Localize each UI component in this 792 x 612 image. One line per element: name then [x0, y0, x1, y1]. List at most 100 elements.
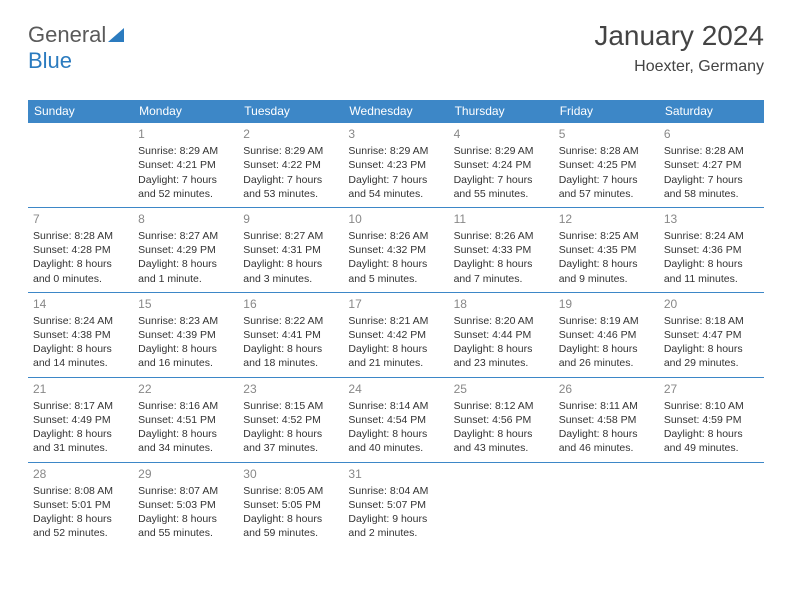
calendar-week-row: 7Sunrise: 8:28 AMSunset: 4:28 PMDaylight…	[28, 207, 764, 292]
sunset-text: Sunset: 4:32 PM	[348, 243, 443, 257]
sunset-text: Sunset: 5:01 PM	[33, 498, 128, 512]
day-number: 18	[454, 296, 549, 312]
sunset-text: Sunset: 4:38 PM	[33, 328, 128, 342]
sunset-text: Sunset: 4:58 PM	[559, 413, 654, 427]
calendar-header-row: SundayMondayTuesdayWednesdayThursdayFrid…	[28, 100, 764, 123]
day-number: 26	[559, 381, 654, 397]
calendar-day-cell: 22Sunrise: 8:16 AMSunset: 4:51 PMDayligh…	[133, 377, 238, 462]
sunrise-text: Sunrise: 8:27 AM	[138, 229, 233, 243]
daylight-text: Daylight: 8 hours and 59 minutes.	[243, 512, 338, 540]
sunset-text: Sunset: 4:46 PM	[559, 328, 654, 342]
sunset-text: Sunset: 4:23 PM	[348, 158, 443, 172]
calendar-empty-cell	[449, 462, 554, 546]
daylight-text: Daylight: 7 hours and 52 minutes.	[138, 173, 233, 201]
calendar-day-cell: 26Sunrise: 8:11 AMSunset: 4:58 PMDayligh…	[554, 377, 659, 462]
daylight-text: Daylight: 8 hours and 34 minutes.	[138, 427, 233, 455]
sunrise-text: Sunrise: 8:07 AM	[138, 484, 233, 498]
calendar-day-cell: 30Sunrise: 8:05 AMSunset: 5:05 PMDayligh…	[238, 462, 343, 546]
sunrise-text: Sunrise: 8:24 AM	[664, 229, 759, 243]
day-header: Wednesday	[343, 100, 448, 123]
day-number: 4	[454, 126, 549, 142]
day-number: 20	[664, 296, 759, 312]
daylight-text: Daylight: 7 hours and 54 minutes.	[348, 173, 443, 201]
sunset-text: Sunset: 4:36 PM	[664, 243, 759, 257]
daylight-text: Daylight: 8 hours and 14 minutes.	[33, 342, 128, 370]
calendar-day-cell: 21Sunrise: 8:17 AMSunset: 4:49 PMDayligh…	[28, 377, 133, 462]
calendar-day-cell: 14Sunrise: 8:24 AMSunset: 4:38 PMDayligh…	[28, 292, 133, 377]
calendar-day-cell: 18 Sunrise: 8:20 AMSunset: 4:44 PMDayligh…	[449, 292, 554, 377]
daylight-text: Daylight: 8 hours and 9 minutes.	[559, 257, 654, 285]
daylight-text: Daylight: 8 hours and 52 minutes.	[33, 512, 128, 540]
sunrise-text: Sunrise: 8:15 AM	[243, 399, 338, 413]
sunset-text: Sunset: 4:24 PM	[454, 158, 549, 172]
day-number: 23	[243, 381, 338, 397]
sunset-text: Sunset: 4:47 PM	[664, 328, 759, 342]
daylight-text: Daylight: 8 hours and 7 minutes.	[454, 257, 549, 285]
day-header: Saturday	[659, 100, 764, 123]
calendar-table: SundayMondayTuesdayWednesdayThursdayFrid…	[28, 100, 764, 546]
calendar-day-cell: 4Sunrise: 8:29 AMSunset: 4:24 PMDaylight…	[449, 123, 554, 208]
calendar-day-cell: 17Sunrise: 8:21 AMSunset: 4:42 PMDayligh…	[343, 292, 448, 377]
day-number: 11	[454, 211, 549, 227]
sunrise-text: Sunrise: 8:28 AM	[33, 229, 128, 243]
sunset-text: Sunset: 4:42 PM	[348, 328, 443, 342]
day-number: 14	[33, 296, 128, 312]
calendar-day-cell: 29Sunrise: 8:07 AMSunset: 5:03 PMDayligh…	[133, 462, 238, 546]
daylight-text: Daylight: 8 hours and 40 minutes.	[348, 427, 443, 455]
daylight-text: Daylight: 8 hours and 16 minutes.	[138, 342, 233, 370]
daylight-text: Daylight: 8 hours and 49 minutes.	[664, 427, 759, 455]
day-header: Tuesday	[238, 100, 343, 123]
day-number: 16	[243, 296, 338, 312]
sunset-text: Sunset: 4:27 PM	[664, 158, 759, 172]
day-number: 17	[348, 296, 443, 312]
calendar-day-cell: 3Sunrise: 8:29 AMSunset: 4:23 PMDaylight…	[343, 123, 448, 208]
day-number: 1	[138, 126, 233, 142]
daylight-text: Daylight: 8 hours and 37 minutes.	[243, 427, 338, 455]
sunset-text: Sunset: 5:03 PM	[138, 498, 233, 512]
sunset-text: Sunset: 4:28 PM	[33, 243, 128, 257]
sunrise-text: Sunrise: 8:14 AM	[348, 399, 443, 413]
sunset-text: Sunset: 4:59 PM	[664, 413, 759, 427]
calendar-day-cell: 13Sunrise: 8:24 AMSunset: 4:36 PMDayligh…	[659, 207, 764, 292]
calendar-day-cell: 2Sunrise: 8:29 AMSunset: 4:22 PMDaylight…	[238, 123, 343, 208]
daylight-text: Daylight: 9 hours and 2 minutes.	[348, 512, 443, 540]
sunrise-text: Sunrise: 8:19 AM	[559, 314, 654, 328]
sunrise-text: Sunrise: 8:18 AM	[664, 314, 759, 328]
logo-text-general: General	[28, 22, 106, 47]
calendar-day-cell: 27Sunrise: 8:10 AMSunset: 4:59 PMDayligh…	[659, 377, 764, 462]
sunrise-text: Sunrise: 8:25 AM	[559, 229, 654, 243]
sunset-text: Sunset: 5:05 PM	[243, 498, 338, 512]
day-number: 24	[348, 381, 443, 397]
day-number: 12	[559, 211, 654, 227]
calendar-day-cell: 12Sunrise: 8:25 AMSunset: 4:35 PMDayligh…	[554, 207, 659, 292]
sunset-text: Sunset: 4:44 PM	[454, 328, 549, 342]
daylight-text: Daylight: 7 hours and 57 minutes.	[559, 173, 654, 201]
calendar-day-cell: 11Sunrise: 8:26 AMSunset: 4:33 PMDayligh…	[449, 207, 554, 292]
daylight-text: Daylight: 8 hours and 43 minutes.	[454, 427, 549, 455]
day-number: 15	[138, 296, 233, 312]
sunrise-text: Sunrise: 8:29 AM	[243, 144, 338, 158]
sunrise-text: Sunrise: 8:28 AM	[559, 144, 654, 158]
sunrise-text: Sunrise: 8:16 AM	[138, 399, 233, 413]
sunrise-text: Sunrise: 8:23 AM	[138, 314, 233, 328]
sunrise-text: Sunrise: 8:28 AM	[664, 144, 759, 158]
daylight-text: Daylight: 8 hours and 31 minutes.	[33, 427, 128, 455]
daylight-text: Daylight: 7 hours and 58 minutes.	[664, 173, 759, 201]
day-number: 13	[664, 211, 759, 227]
day-number: 29	[138, 466, 233, 482]
calendar-day-cell: 25Sunrise: 8:12 AMSunset: 4:56 PMDayligh…	[449, 377, 554, 462]
day-number: 10	[348, 211, 443, 227]
sunset-text: Sunset: 4:33 PM	[454, 243, 549, 257]
day-number: 6	[664, 126, 759, 142]
sunrise-text: Sunrise: 8:20 AM	[454, 314, 549, 328]
sunrise-text: Sunrise: 8:21 AM	[348, 314, 443, 328]
calendar-empty-cell	[659, 462, 764, 546]
daylight-text: Daylight: 8 hours and 1 minute.	[138, 257, 233, 285]
calendar-empty-cell	[554, 462, 659, 546]
sunset-text: Sunset: 5:07 PM	[348, 498, 443, 512]
day-header: Friday	[554, 100, 659, 123]
day-number: 27	[664, 381, 759, 397]
sunrise-text: Sunrise: 8:22 AM	[243, 314, 338, 328]
page-title: January 2024	[594, 20, 764, 52]
daylight-text: Daylight: 8 hours and 23 minutes.	[454, 342, 549, 370]
